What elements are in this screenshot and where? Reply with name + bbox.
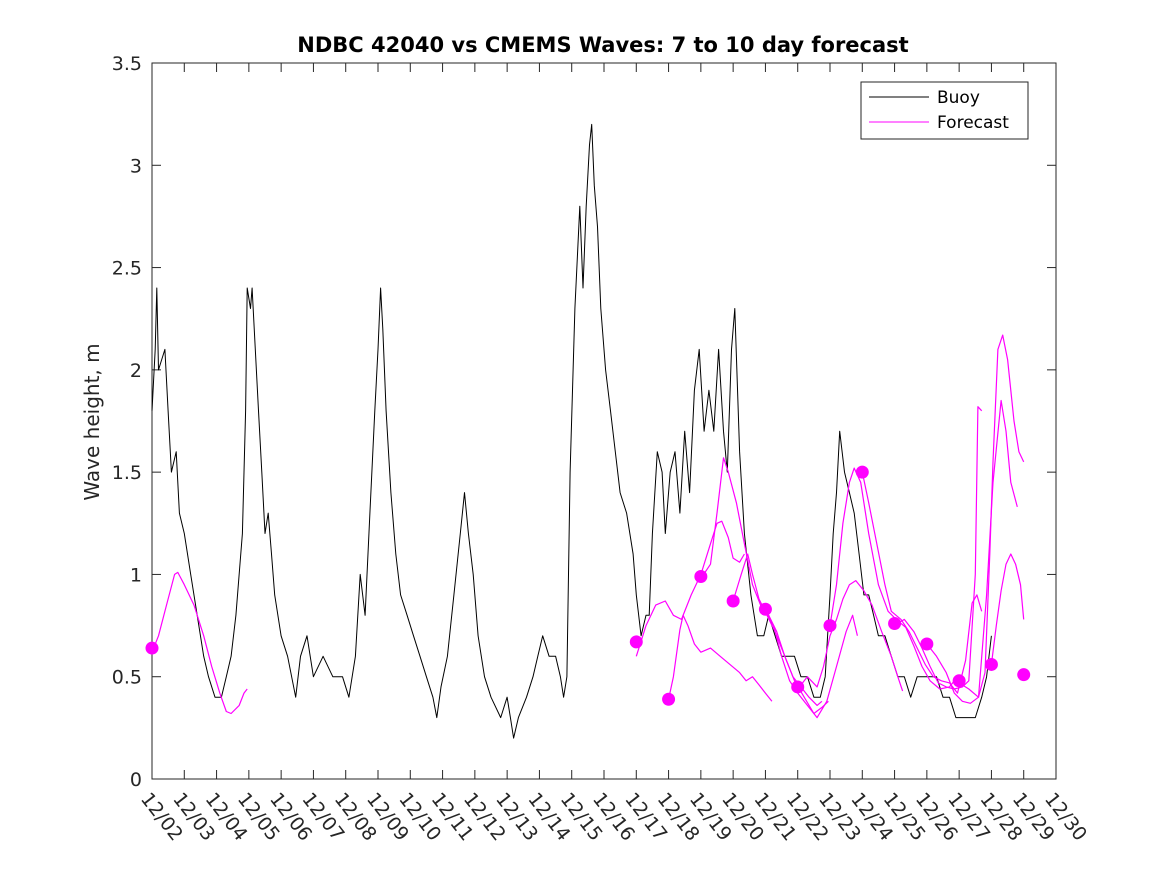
forecast-marker (662, 692, 676, 706)
legend-buoy-label: Buoy (937, 88, 980, 108)
forecast-marker (952, 674, 966, 688)
y-tick-label: 3.5 (112, 53, 142, 75)
legend-box (860, 81, 1029, 140)
series-forecast-line-7 (797, 580, 904, 692)
series-layer (151, 123, 1025, 739)
series-forecast-line-6 (764, 611, 858, 719)
series-forecast-line-8 (829, 467, 958, 690)
y-tick-label: 2 (130, 360, 142, 382)
y-tick-label: 1 (130, 564, 142, 586)
forecast-marker (726, 594, 740, 608)
plot-area (151, 62, 1057, 780)
series-forecast-line-13 (990, 553, 1025, 665)
forecast-marker (758, 602, 772, 616)
series-forecast-line-3 (668, 614, 773, 702)
forecast-marker (920, 637, 934, 651)
y-tick-label: 0.5 (112, 667, 142, 689)
series-forecast-line-1 (151, 571, 248, 715)
y-tick-label: 0 (130, 769, 142, 791)
series-buoy-line (151, 123, 992, 739)
forecast-marker (145, 641, 159, 655)
chart-title: NDBC 42040 vs CMEMS Waves: 7 to 10 day f… (297, 33, 908, 57)
y-axis-label: Wave height, m (80, 343, 104, 500)
forecast-marker (791, 680, 805, 694)
series-forecast-line-9 (861, 471, 983, 694)
forecast-marker (984, 657, 998, 671)
forecast-markers (145, 465, 1031, 706)
forecast-marker (855, 465, 869, 479)
series-forecast-line-12 (958, 334, 1025, 698)
y-tick-label: 1.5 (112, 462, 142, 484)
y-axis: 0 0.5 1 1.5 2 2.5 3 3.5 (112, 53, 1056, 791)
forecast-marker (1017, 668, 1031, 682)
y-tick-label: 3 (130, 155, 142, 177)
y-tick-label: 2.5 (112, 258, 142, 280)
legend: Buoy Forecast (860, 81, 1029, 140)
forecast-marker (694, 569, 708, 583)
forecast-marker (888, 617, 902, 631)
forecast-marker (823, 619, 837, 633)
forecast-marker (629, 635, 643, 649)
series-forecast-line-10 (894, 406, 983, 690)
legend-forecast-label: Forecast (937, 113, 1009, 133)
